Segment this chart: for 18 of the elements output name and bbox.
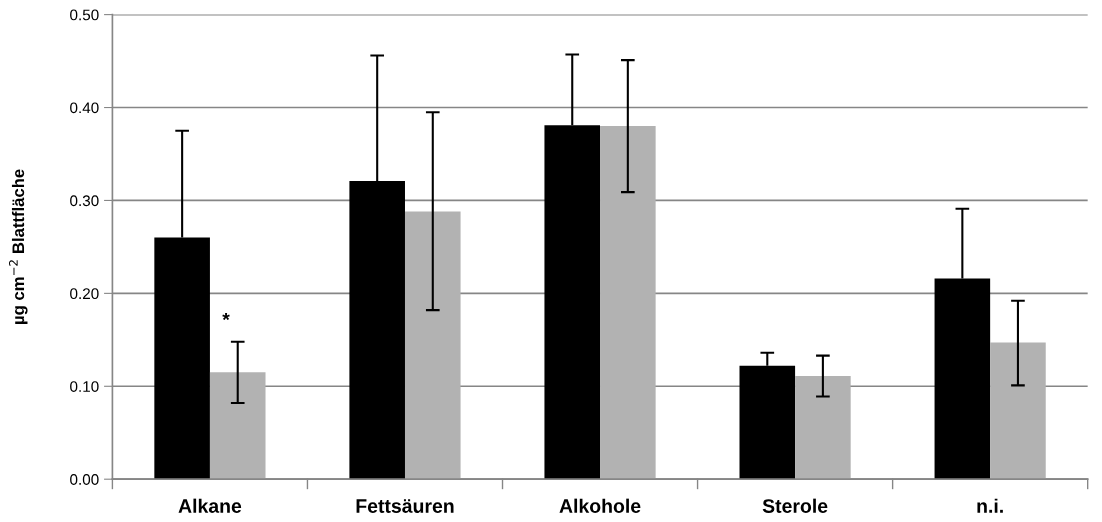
- y-tick-label: 0.20: [70, 288, 99, 300]
- x-tick-label: n.i.: [977, 498, 1003, 513]
- y-tick-label: 0.10: [70, 381, 99, 392]
- y-tick-label: 0.40: [70, 102, 99, 114]
- y-tick-label: 0.50: [70, 9, 99, 21]
- bar: [404, 211, 461, 480]
- bar: [990, 342, 1046, 480]
- y-tick-label: 0.30: [70, 195, 99, 207]
- bar: [600, 126, 656, 480]
- y-tick-label: 0.00: [70, 474, 99, 485]
- annotation: *: [222, 312, 230, 321]
- y-axis-title: µg cm$^{−2}$ Blattfläche: [8, 169, 28, 324]
- x-tick-label: Fettsäuren: [356, 499, 454, 513]
- bar: [209, 372, 266, 480]
- x-tick-label: Alkane: [178, 498, 242, 513]
- bar: [795, 376, 851, 480]
- x-tick-label: Alkohole: [559, 498, 641, 513]
- x-tick-label: Sterole: [762, 498, 828, 513]
